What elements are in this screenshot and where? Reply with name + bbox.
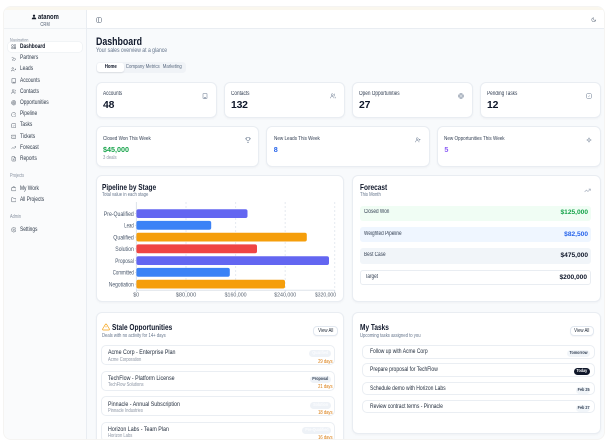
svg-text:Committed: Committed bbox=[112, 270, 133, 277]
svg-text:Negotiation: Negotiation bbox=[108, 281, 133, 288]
svg-text:Lead: Lead bbox=[124, 223, 134, 230]
svg-text:Solution: Solution bbox=[115, 246, 134, 253]
svg-text:$320,000: $320,000 bbox=[315, 293, 336, 299]
svg-text:Qualified: Qualified bbox=[113, 234, 134, 241]
svg-text:Pre-Qualified: Pre-Qualified bbox=[103, 211, 133, 218]
svg-text:$160,000: $160,000 bbox=[224, 293, 246, 299]
svg-text:$80,000: $80,000 bbox=[175, 293, 196, 299]
svg-text:$240,000: $240,000 bbox=[274, 293, 296, 299]
svg-text:Proposal: Proposal bbox=[115, 258, 134, 265]
svg-text:$0: $0 bbox=[133, 293, 139, 299]
